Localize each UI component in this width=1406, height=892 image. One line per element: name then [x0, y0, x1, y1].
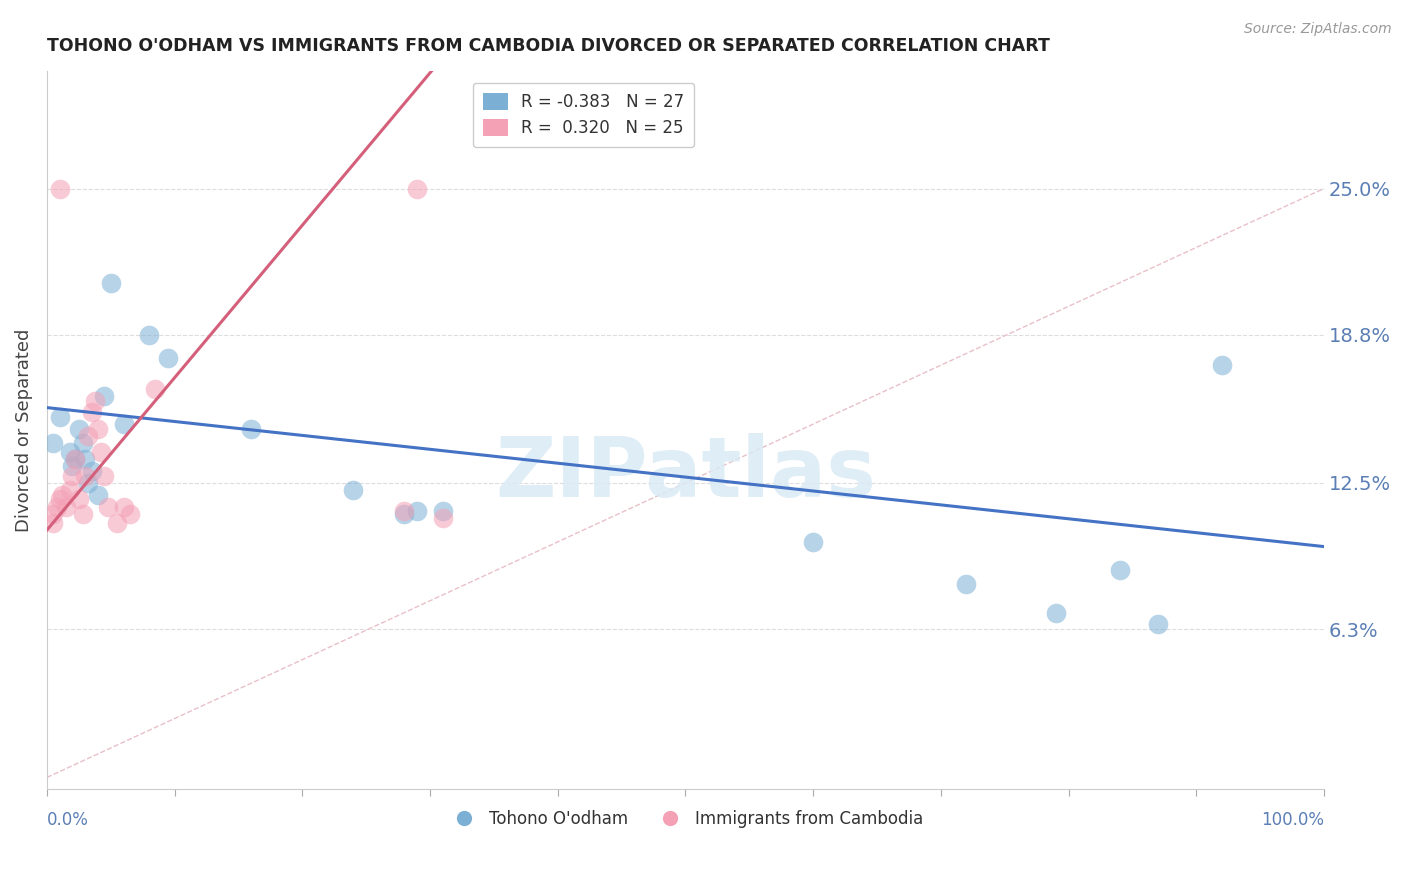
Point [406, 504, 429, 518]
Point [87, 422, 110, 436]
Point [72, 436, 94, 450]
Point [93, 389, 115, 403]
Point [97, 500, 120, 514]
Point [55, 500, 77, 514]
Legend: Tohono O'odham, Immigrants from Cambodia: Tohono O'odham, Immigrants from Cambodia [441, 804, 929, 835]
Point [42, 436, 65, 450]
Point [240, 422, 263, 436]
Point [432, 504, 454, 518]
Point [62, 469, 84, 483]
Point [112, 417, 135, 431]
Text: 100.0%: 100.0% [1261, 811, 1324, 829]
Point [145, 382, 167, 396]
Point [89, 445, 111, 459]
Point [51, 488, 73, 502]
Point [801, 534, 824, 549]
Point [42, 507, 65, 521]
Point [76, 429, 98, 443]
Text: 0.0%: 0.0% [46, 811, 89, 829]
Point [76, 475, 98, 490]
Point [67, 422, 90, 436]
Point [75, 452, 97, 467]
Point [63, 452, 86, 467]
Text: ZIPatlas: ZIPatlas [495, 433, 876, 514]
Point [87, 488, 110, 502]
Point [100, 276, 122, 290]
Point [42, 516, 65, 530]
Point [138, 327, 160, 342]
Point [394, 504, 416, 518]
Point [48, 181, 70, 195]
Point [72, 507, 94, 521]
Point [80, 405, 103, 419]
Point [1108, 563, 1130, 577]
Text: Source: ZipAtlas.com: Source: ZipAtlas.com [1244, 22, 1392, 37]
Point [157, 351, 180, 365]
Point [63, 452, 86, 467]
Point [406, 181, 429, 195]
Point [1147, 617, 1170, 632]
Text: TOHONO O'ODHAM VS IMMIGRANTS FROM CAMBODIA DIVORCED OR SEPARATED CORRELATION CHA: TOHONO O'ODHAM VS IMMIGRANTS FROM CAMBOD… [46, 37, 1050, 55]
Point [1045, 606, 1067, 620]
Y-axis label: Divorced or Separated: Divorced or Separated [15, 328, 32, 532]
Point [955, 577, 977, 591]
Point [118, 507, 141, 521]
Point [80, 464, 103, 478]
Point [48, 410, 70, 425]
Point [432, 511, 454, 525]
Point [59, 483, 82, 497]
Point [93, 469, 115, 483]
Point [112, 500, 135, 514]
Point [46, 500, 69, 514]
Point [67, 492, 90, 507]
Point [1211, 358, 1233, 372]
Point [48, 492, 70, 507]
Point [105, 516, 128, 530]
Point [62, 459, 84, 474]
Point [75, 469, 97, 483]
Point [394, 507, 416, 521]
Point [342, 483, 364, 497]
Point [84, 393, 107, 408]
Point [59, 445, 82, 459]
